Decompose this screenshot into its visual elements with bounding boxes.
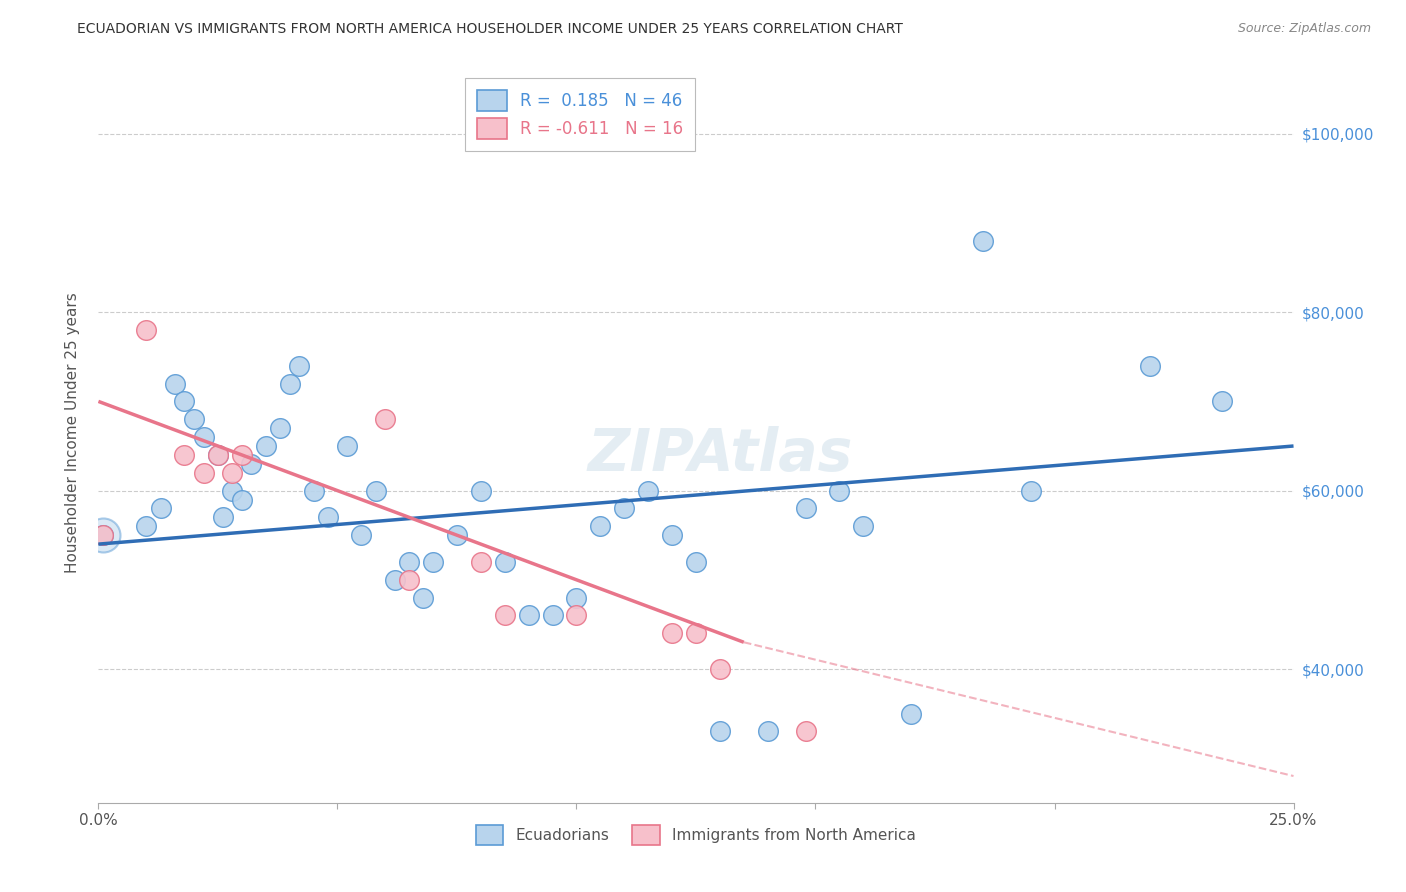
Y-axis label: Householder Income Under 25 years: Householder Income Under 25 years [65,293,80,573]
Point [794,501,817,516]
Point [163,376,186,391]
Point [1019,483,1042,498]
Point [211,510,233,524]
Point [398,573,420,587]
Text: ECUADORIAN VS IMMIGRANTS FROM NORTH AMERICA HOUSEHOLDER INCOME UNDER 25 YEARS CO: ECUADORIAN VS IMMIGRANTS FROM NORTH AMER… [77,22,903,37]
Point [613,501,636,516]
Point [135,519,157,533]
Point [240,457,263,471]
Point [193,466,215,480]
Point [350,528,373,542]
Point [302,483,325,498]
Point [470,483,492,498]
Point [231,448,253,462]
Point [494,555,516,569]
Point [852,519,875,533]
Point [221,483,243,498]
Point [412,591,434,605]
Point [288,359,311,373]
Point [900,706,922,721]
Point [221,466,243,480]
Point [254,439,277,453]
Point [316,510,339,524]
Point [637,483,659,498]
Point [173,448,195,462]
Point [193,430,215,444]
Point [278,376,301,391]
Point [173,394,195,409]
Point [1139,359,1161,373]
Point [709,662,731,676]
Point [661,528,683,542]
Point [685,626,707,640]
Point [384,573,406,587]
Point [565,608,588,623]
Point [91,528,114,542]
Point [1211,394,1233,409]
Point [135,323,157,337]
Legend: Ecuadorians, Immigrants from North America: Ecuadorians, Immigrants from North Ameri… [470,819,922,851]
Point [517,608,540,623]
Point [374,412,396,426]
Point [794,724,817,739]
Point [336,439,359,453]
Text: ZIPAtlas: ZIPAtlas [588,426,852,483]
Point [709,724,731,739]
Point [231,492,253,507]
Point [972,234,994,248]
Point [91,528,114,542]
Point [828,483,851,498]
Point [207,448,229,462]
Point [685,555,707,569]
Point [446,528,468,542]
Point [661,626,683,640]
Point [91,528,114,542]
Point [364,483,387,498]
Point [398,555,420,569]
Point [269,421,291,435]
Point [494,608,516,623]
Point [756,724,779,739]
Text: Source: ZipAtlas.com: Source: ZipAtlas.com [1237,22,1371,36]
Point [149,501,172,516]
Point [207,448,229,462]
Point [541,608,564,623]
Point [422,555,444,569]
Point [589,519,612,533]
Point [565,591,588,605]
Point [470,555,492,569]
Point [183,412,205,426]
